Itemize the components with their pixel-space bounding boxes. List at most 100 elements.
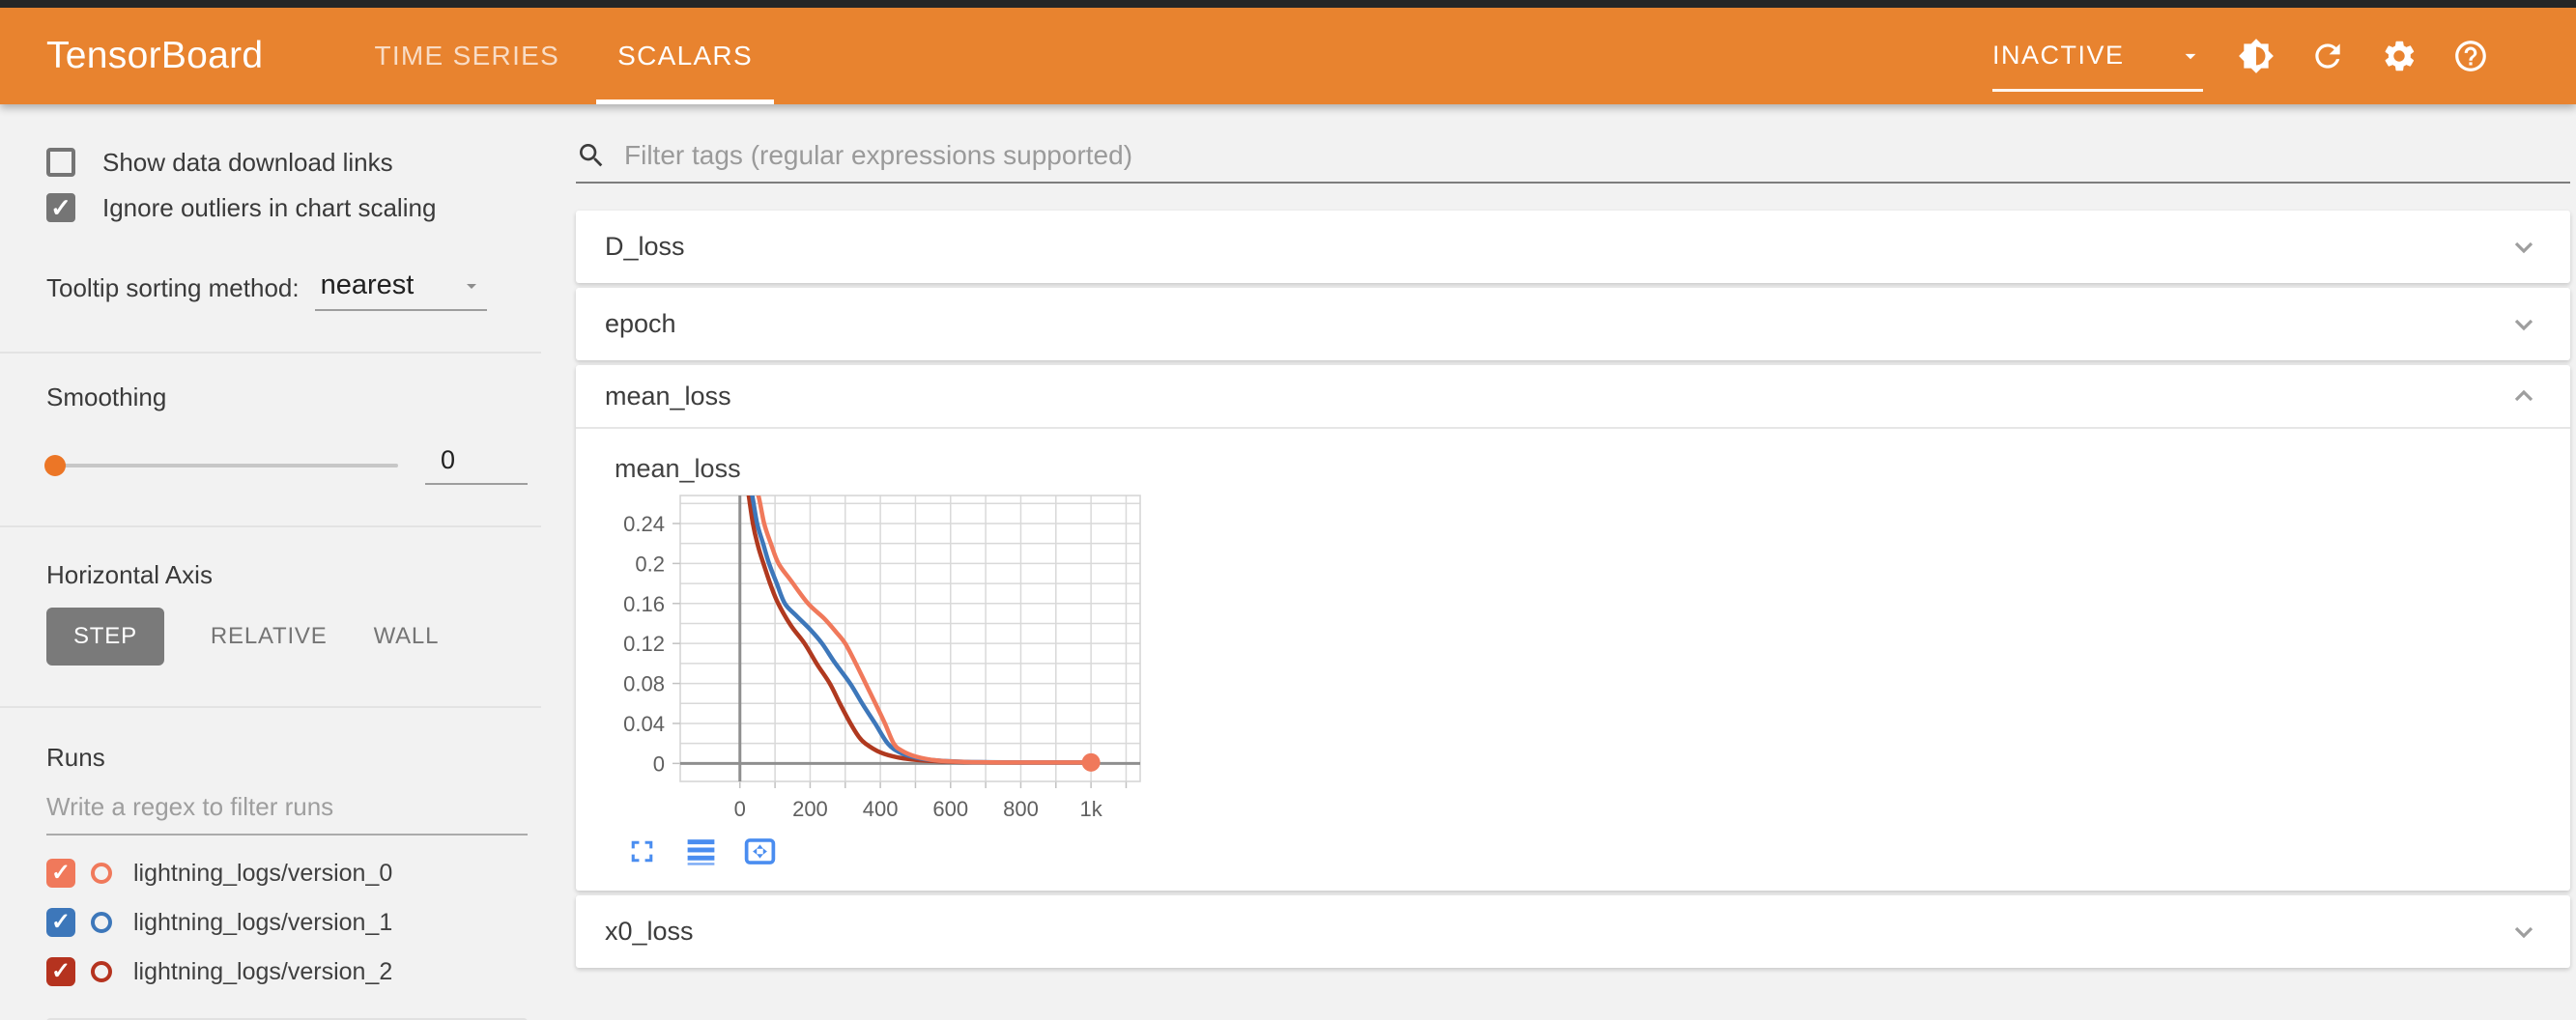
chart-title: mean_loss xyxy=(615,454,741,483)
run-checkbox[interactable]: ✓ xyxy=(46,957,75,986)
runs-regex-input[interactable] xyxy=(46,792,528,836)
help-icon[interactable] xyxy=(2452,38,2489,74)
show-download-links-row: Show data download links xyxy=(46,147,528,178)
horizontal-axis-label: Horizontal Axis xyxy=(46,560,213,589)
svg-text:600: 600 xyxy=(932,797,968,821)
run-checkbox[interactable]: ✓ xyxy=(46,908,75,937)
run-row: ✓ lightning_logs/version_0 xyxy=(46,857,528,890)
svg-text:0.2: 0.2 xyxy=(635,552,665,576)
mean-loss-line-chart[interactable]: 0 200 400 600 800 1k 0 0.04 0.08 0.12 0.16 0.2 0.24 xyxy=(611,488,1152,828)
run-name: lightning_logs/version_2 xyxy=(133,957,393,985)
chevron-down-icon[interactable] xyxy=(2508,232,2539,263)
show-download-links-label: Show data download links xyxy=(102,147,393,177)
smoothing-slider-row: 0 xyxy=(44,445,528,485)
section-header-mean-loss[interactable]: mean_loss xyxy=(576,365,2570,429)
run-color-circle[interactable] xyxy=(91,863,112,884)
search-icon xyxy=(580,144,603,167)
experiment-status-label: INACTIVE xyxy=(1992,41,2125,70)
tag-filter-input[interactable] xyxy=(622,139,2570,172)
tag-cards: D_loss epoch mean_loss mean_loss 0 200 400… xyxy=(576,211,2570,968)
section-header-x0-loss[interactable]: x0_loss xyxy=(576,895,2570,968)
chevron-down-icon[interactable] xyxy=(2508,917,2539,948)
svg-text:0.08: 0.08 xyxy=(623,672,665,696)
dropdown-arrow-icon xyxy=(2185,53,2196,59)
section-title: x0_loss xyxy=(605,917,694,946)
svg-text:0.16: 0.16 xyxy=(623,592,665,616)
header-tabs: TIME SERIES SCALARS xyxy=(345,8,782,104)
section-header-d-loss[interactable]: D_loss xyxy=(576,211,2570,283)
run-name: lightning_logs/version_0 xyxy=(133,859,393,887)
run-row: ✓ lightning_logs/version_2 xyxy=(46,955,528,988)
tooltip-sorting-row: Tooltip sorting method: nearest xyxy=(46,269,528,311)
run-color-circle[interactable] xyxy=(91,961,112,982)
run-checkbox[interactable]: ✓ xyxy=(46,859,75,888)
section-header-epoch[interactable]: epoch xyxy=(576,288,2570,360)
svg-text:1k: 1k xyxy=(1080,797,1103,821)
refresh-icon[interactable] xyxy=(2309,38,2346,74)
toggle-all-runs-button[interactable]: TOGGLE ALL RUNS xyxy=(46,1018,528,1020)
settings-sidebar: Show data download links ✓ Ignore outlie… xyxy=(0,104,541,1020)
smoothing-slider[interactable] xyxy=(44,454,398,476)
check-icon: ✓ xyxy=(50,860,72,886)
axis-wall-button[interactable]: WALL xyxy=(373,623,440,649)
chart-toolbar xyxy=(624,834,2570,869)
section-title: epoch xyxy=(605,309,676,338)
svg-text:0.04: 0.04 xyxy=(623,712,665,736)
dropdown-arrow-icon xyxy=(466,283,476,289)
run-name: lightning_logs/version_1 xyxy=(133,908,393,936)
tensorboard-logo: TensorBoard xyxy=(46,35,264,76)
ignore-outliers-label: Ignore outliers in chart scaling xyxy=(102,192,437,222)
data-download-icon[interactable] xyxy=(683,834,719,869)
settings-gear-icon[interactable] xyxy=(2381,38,2418,74)
horizontal-axis-options: STEP RELATIVE WALL xyxy=(46,608,528,666)
divider xyxy=(0,525,541,527)
tooltip-sorting-dropdown[interactable]: nearest xyxy=(314,269,487,311)
svg-text:400: 400 xyxy=(863,797,899,821)
axis-step-button[interactable]: STEP xyxy=(46,608,164,666)
tab-time-series[interactable]: TIME SERIES xyxy=(374,41,560,71)
show-download-links-checkbox[interactable] xyxy=(46,148,75,177)
experiment-status-dropdown[interactable]: INACTIVE xyxy=(1992,36,2203,92)
header-actions: INACTIVE xyxy=(1992,8,2576,104)
tag-filter-bar xyxy=(576,139,2570,184)
smoothing-label: Smoothing xyxy=(46,382,167,411)
window-top-strip xyxy=(0,0,2576,8)
section-title: mean_loss xyxy=(605,381,731,411)
chevron-up-icon[interactable] xyxy=(2508,381,2539,411)
smoothing-value-input[interactable]: 0 xyxy=(425,445,528,485)
app-header: TensorBoard TIME SERIES SCALARS INACTIVE xyxy=(0,8,2576,104)
section-title: D_loss xyxy=(605,232,685,261)
fullscreen-icon[interactable] xyxy=(624,834,660,869)
svg-text:800: 800 xyxy=(1003,797,1039,821)
brightness-icon[interactable] xyxy=(2238,38,2275,74)
run-color-circle[interactable] xyxy=(91,912,112,933)
axis-relative-button[interactable]: RELATIVE xyxy=(210,623,328,649)
runs-list: ✓ lightning_logs/version_0 ✓ lightning_l… xyxy=(46,857,528,988)
check-icon: ✓ xyxy=(50,958,72,984)
scalar-chart-block: mean_loss 0 200 400 600 800 1k 0 0.04 0.08 0.12 0.… xyxy=(576,429,2570,891)
ignore-outliers-row: ✓ Ignore outliers in chart scaling xyxy=(46,192,528,223)
divider xyxy=(0,706,541,708)
smoothing-slider-thumb[interactable] xyxy=(44,454,66,476)
ignore-outliers-checkbox[interactable]: ✓ xyxy=(46,193,75,222)
svg-text:200: 200 xyxy=(792,797,828,821)
fit-domain-icon[interactable] xyxy=(742,834,778,869)
svg-text:0.24: 0.24 xyxy=(623,512,665,536)
svg-text:0: 0 xyxy=(734,797,746,821)
main-content: D_loss epoch mean_loss mean_loss 0 200 400… xyxy=(576,104,2570,1020)
svg-text:0: 0 xyxy=(653,751,665,776)
section-card-mean-loss: mean_loss mean_loss 0 200 400 600 800 1k 0 0.04… xyxy=(576,365,2570,891)
section-card-x0-loss: x0_loss xyxy=(576,895,2570,968)
chevron-down-icon[interactable] xyxy=(2508,309,2539,340)
tab-scalars[interactable]: SCALARS xyxy=(588,8,782,104)
section-card-epoch: epoch xyxy=(576,288,2570,360)
divider xyxy=(0,352,541,354)
section-card-d-loss: D_loss xyxy=(576,211,2570,283)
run-row: ✓ lightning_logs/version_1 xyxy=(46,906,528,939)
tooltip-sorting-label: Tooltip sorting method: xyxy=(46,273,300,302)
runs-label: Runs xyxy=(46,743,105,772)
svg-text:0.12: 0.12 xyxy=(623,632,665,656)
check-icon: ✓ xyxy=(50,909,72,935)
check-icon: ✓ xyxy=(50,193,72,222)
